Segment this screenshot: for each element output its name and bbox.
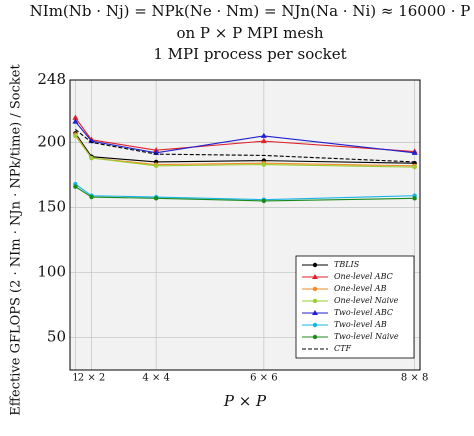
marker — [412, 196, 417, 201]
legend-marker — [312, 262, 318, 268]
marker — [153, 147, 160, 153]
marker — [153, 163, 159, 169]
y-tick-label: 248 — [37, 70, 66, 88]
x-tick-label: 4 × 4 — [142, 373, 169, 384]
marker — [89, 194, 94, 200]
legend-marker — [312, 298, 318, 304]
legend-label: Two-level AB — [334, 320, 387, 329]
legend-label: One-level AB — [334, 284, 387, 293]
legend-marker — [312, 334, 318, 340]
y-axis-label: Effective GFLOPS (2 · NIm · NJn · NPk/ti… — [9, 64, 24, 416]
y-tick-label: 200 — [37, 132, 66, 150]
marker — [72, 118, 79, 124]
legend-label: TBLIS — [334, 260, 360, 269]
legend-label: One-level Naive — [334, 296, 399, 305]
chart-subtitle: 1 MPI process per socket — [153, 45, 346, 63]
series-line — [75, 128, 415, 163]
legend-label: Two-level Naive — [334, 332, 399, 341]
chart-subtitle: on P × P MPI mesh — [176, 24, 323, 42]
legend-label: CTF — [334, 344, 351, 353]
marker — [261, 198, 267, 204]
y-tick-label: 150 — [37, 197, 66, 215]
marker — [89, 155, 94, 161]
legend-box — [295, 255, 415, 359]
marker — [73, 184, 78, 189]
marker — [260, 137, 267, 144]
marker — [153, 196, 159, 201]
plot-frame — [69, 79, 421, 371]
legend-label: Two-level ABC — [334, 308, 393, 317]
x-tick-label: 1 — [72, 373, 78, 384]
marker — [411, 149, 418, 155]
x-tick-label: 6 × 6 — [250, 373, 277, 384]
marker — [260, 132, 267, 138]
x-tick-label: 8 × 8 — [401, 373, 428, 384]
marker — [72, 114, 79, 120]
legend-marker — [312, 322, 318, 328]
legend-marker — [312, 274, 318, 279]
marker — [261, 162, 267, 167]
x-axis-label: P × P — [223, 392, 267, 410]
legend-marker — [312, 310, 318, 315]
marker — [73, 133, 78, 139]
legend-label: One-level ABC — [334, 272, 393, 281]
chart-title: NIm(Nb · Nj) = NPk(Ne · Nm) = NJn(Na · N… — [30, 2, 471, 20]
y-tick-label: 100 — [37, 262, 66, 280]
y-tick-label: 50 — [47, 327, 66, 345]
x-tick-label: 2 × 2 — [78, 373, 105, 384]
marker — [412, 164, 417, 170]
legend-marker — [312, 286, 318, 292]
